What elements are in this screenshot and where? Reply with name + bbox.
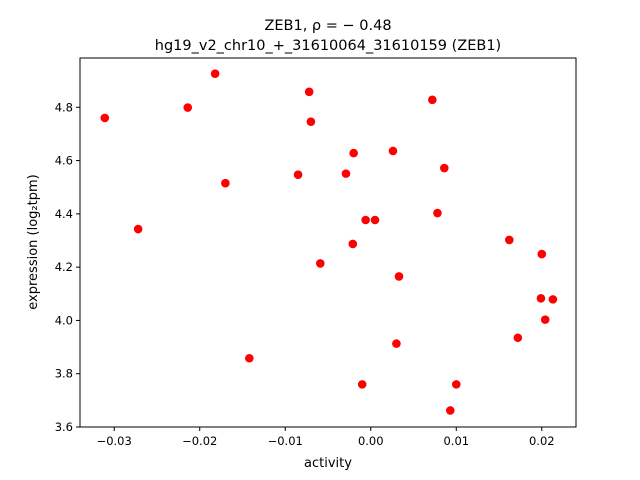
- data-point: [341, 169, 351, 178]
- y-axis: 3.6 3.8 4.0 4.2 4.4 4.6 4.8: [55, 100, 80, 434]
- data-point: [505, 235, 514, 245]
- data-point: [392, 339, 401, 348]
- data-point: [306, 117, 316, 126]
- data-points: [100, 69, 558, 415]
- data-point: [100, 113, 110, 123]
- data-point: [304, 87, 314, 97]
- data-point: [348, 239, 358, 249]
- data-point: [361, 215, 370, 225]
- data-point: [536, 294, 546, 303]
- y-tick-label: 4.6: [55, 154, 73, 168]
- data-point: [428, 95, 437, 105]
- data-point: [316, 259, 325, 268]
- data-point: [370, 215, 380, 225]
- data-point: [394, 272, 404, 281]
- data-point: [183, 103, 193, 112]
- x-axis: −0.03 −0.02 −0.01 0.00 0.01 0.02: [97, 427, 555, 448]
- x-tick-label: 0.00: [358, 434, 384, 448]
- data-point: [433, 208, 442, 218]
- y-tick-label: 3.6: [55, 420, 73, 434]
- chart-title-line2: hg19_v2_chr10_+_31610064_31610159 (ZEB1): [155, 38, 501, 54]
- x-tick-label: 0.02: [529, 434, 555, 448]
- data-point: [445, 406, 455, 415]
- chart-title-line1: ZEB1, ρ = − 0.48: [264, 18, 391, 34]
- x-tick-label: −0.01: [268, 434, 303, 448]
- y-axis-label: expression (log₂tpm): [26, 174, 41, 309]
- data-point: [210, 69, 220, 79]
- y-tick-label: 4.2: [55, 260, 73, 274]
- data-point: [349, 148, 358, 158]
- x-tick-label: −0.03: [97, 434, 132, 448]
- data-point: [440, 163, 449, 173]
- y-tick-label: 4.0: [55, 313, 73, 327]
- data-point: [540, 315, 550, 324]
- data-point: [293, 170, 303, 179]
- data-point: [537, 249, 547, 259]
- y-tick-label: 4.4: [55, 207, 73, 221]
- data-point: [133, 224, 143, 234]
- data-point: [548, 295, 558, 304]
- y-tick-label: 3.8: [55, 367, 73, 381]
- data-point: [513, 333, 523, 343]
- x-tick-label: −0.02: [182, 434, 217, 448]
- y-tick-label: 4.8: [55, 100, 73, 114]
- data-point: [245, 353, 254, 363]
- x-axis-label: activity: [304, 456, 352, 471]
- data-point: [221, 178, 230, 188]
- plot-frame: [79, 57, 577, 428]
- x-tick-label: 0.01: [443, 434, 469, 448]
- data-point: [357, 380, 367, 389]
- data-point: [451, 380, 461, 389]
- data-point: [388, 146, 398, 156]
